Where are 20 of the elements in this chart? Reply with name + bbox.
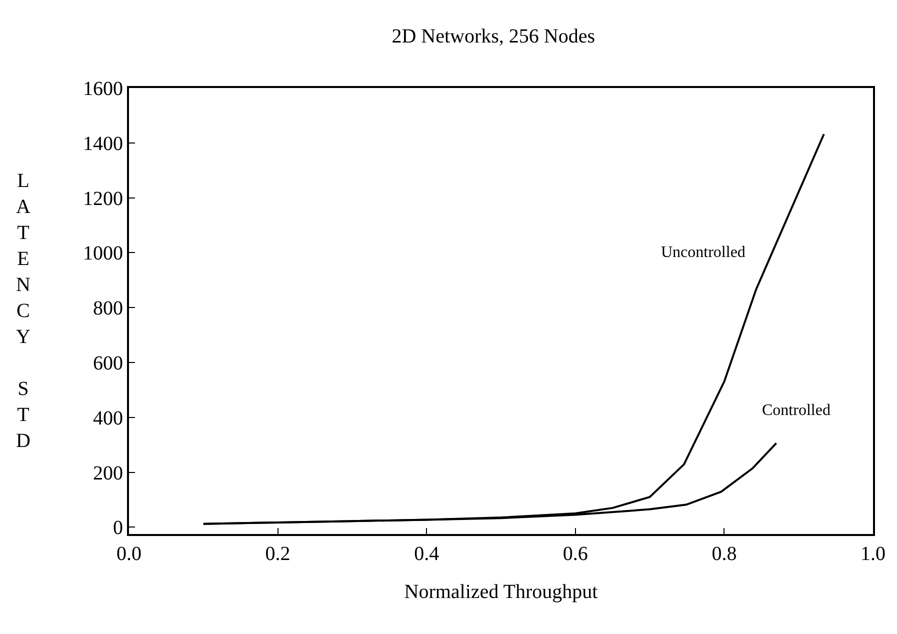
y-tick-label: 1000 <box>83 242 123 265</box>
y-tick-label: 1600 <box>83 78 123 100</box>
y-tick-label: 800 <box>93 298 123 320</box>
y-tick-label: 0 <box>113 517 123 540</box>
x-axis-title: Normalized Throughput <box>404 581 598 603</box>
x-tick-label: 0.4 <box>414 543 440 565</box>
series-label: Controlled <box>762 402 830 419</box>
y-tick-label: 400 <box>93 407 123 430</box>
x-tick-label: 0.2 <box>265 543 290 565</box>
text: LATENCY STD <box>16 170 30 452</box>
y-tick-label: 1200 <box>83 188 123 210</box>
x-tick-label: 0.8 <box>712 543 737 565</box>
y-tick-label: 1400 <box>83 132 123 155</box>
x-tick-label: 0.0 <box>116 543 142 565</box>
y-tick-label: 200 <box>93 462 123 484</box>
y-tick-label: 600 <box>93 352 123 374</box>
chart-title: 2D Networks, 256 Nodes <box>392 26 596 48</box>
series-label: Uncontrolled <box>661 244 746 261</box>
x-tick-label: 1.0 <box>860 543 886 565</box>
x-tick-label: 0.6 <box>562 543 588 565</box>
